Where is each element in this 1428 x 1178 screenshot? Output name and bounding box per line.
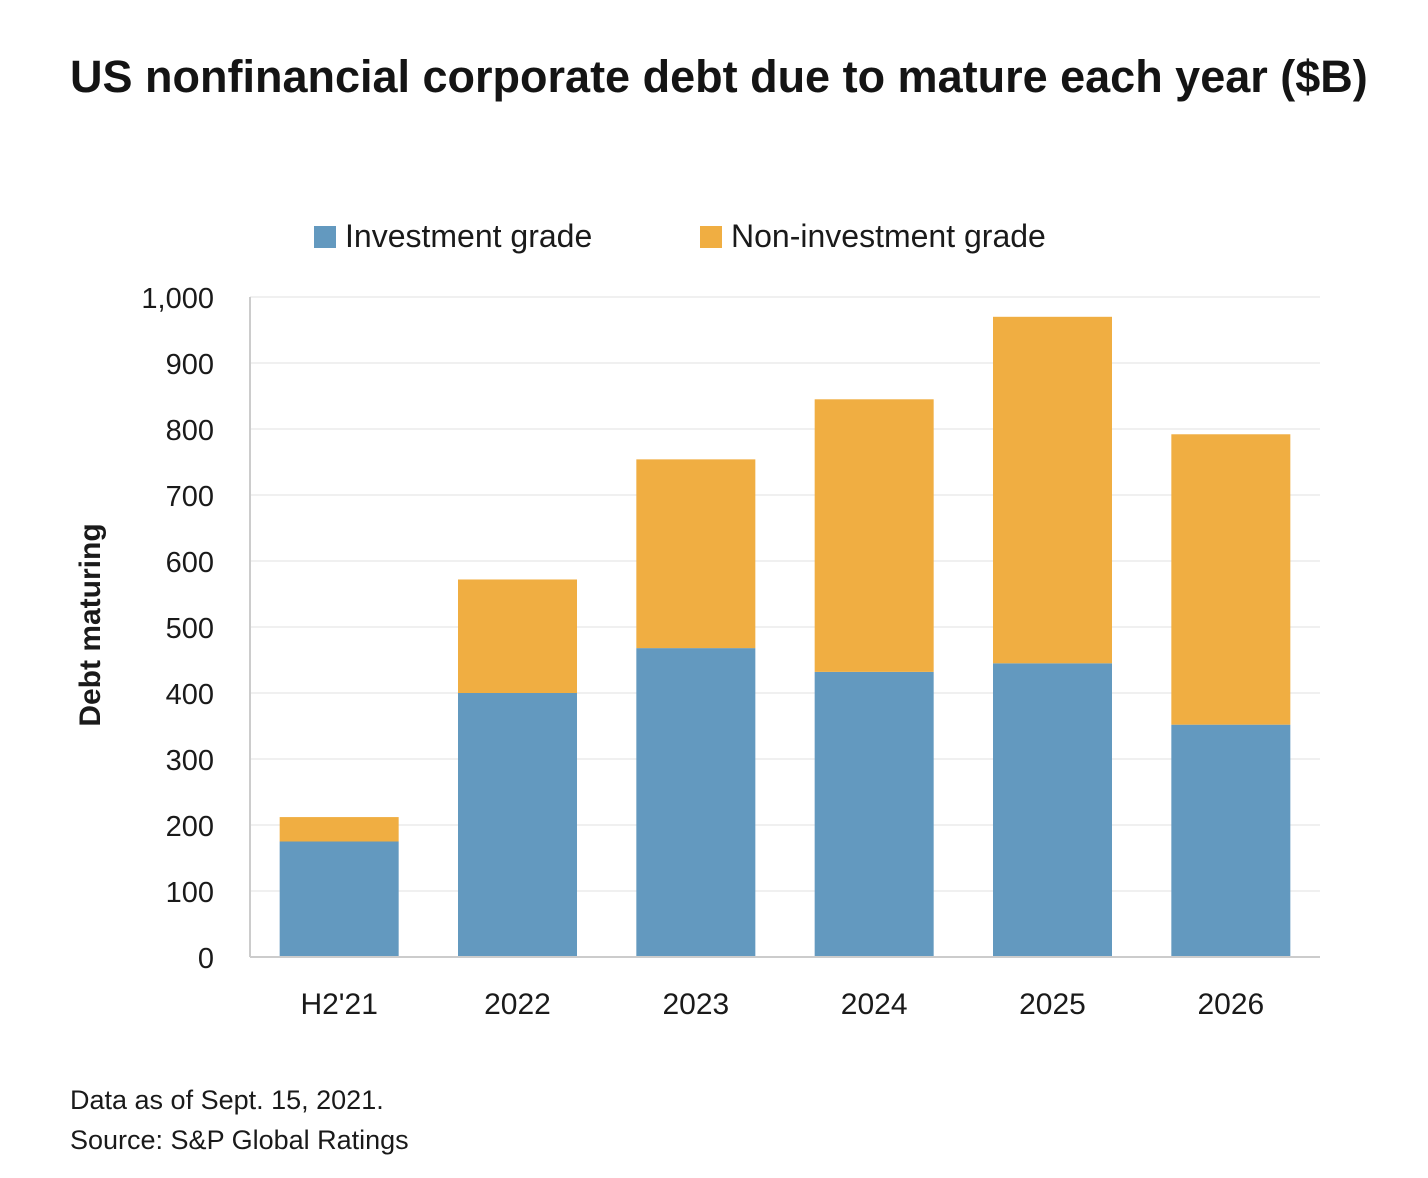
y-tick-label: 0 [198, 943, 214, 975]
x-tick-label: 2026 [1197, 988, 1264, 1021]
y-tick-label: 1,000 [141, 283, 214, 315]
y-tick-label: 400 [166, 679, 214, 711]
chart-title: US nonfinancial corporate debt due to ma… [70, 51, 1368, 102]
bar-non-investment-grade [279, 817, 399, 842]
y-tick-label: 700 [166, 481, 214, 513]
bar-investment-grade [993, 663, 1112, 957]
bar-investment-grade [636, 648, 756, 957]
y-tick-label: 900 [166, 349, 214, 381]
y-tick-label: 200 [166, 811, 214, 843]
bar-investment-grade [814, 671, 934, 957]
bar-non-investment-grade [458, 579, 577, 693]
legend-item-investment-grade: Investment grade [314, 218, 592, 255]
footnote-data-date: Data as of Sept. 15, 2021. [70, 1085, 384, 1115]
gridlines [250, 296, 1320, 892]
legend-label-investment-grade: Investment grade [345, 218, 593, 254]
chart-plot: 0 100 200 300 400 500 600 700 800 900 1,000 H2'21 2… [74, 283, 1320, 1021]
footnote-source: Source: S&P Global Ratings [70, 1125, 409, 1155]
y-tick-label: 300 [166, 745, 214, 777]
legend-item-non-investment-grade: Non-investment grade [700, 218, 1046, 255]
bar-non-investment-grade [636, 459, 756, 649]
bar-non-investment-grade [1171, 434, 1291, 725]
x-tick-label: H2'21 [300, 988, 377, 1021]
x-tick-label: 2023 [662, 988, 729, 1021]
bar-investment-grade [458, 693, 577, 957]
legend-label-non-investment-grade: Non-investment grade [731, 218, 1046, 254]
x-tick-label: 2025 [1019, 988, 1086, 1021]
bar-investment-grade [1171, 724, 1291, 957]
footnote: Data as of Sept. 15, 2021. Source: S&P G… [70, 1080, 409, 1160]
y-tick-labels: 0 100 200 300 400 500 600 700 800 900 1,000 [141, 283, 214, 975]
bars [279, 316, 1291, 957]
y-tick-label: 100 [166, 877, 214, 909]
chart-legend: Investment grade Non-investment grade [0, 218, 1428, 258]
bar-non-investment-grade [814, 399, 934, 672]
axes [249, 297, 1320, 958]
y-tick-label: 800 [166, 415, 214, 447]
y-tick-label: 500 [166, 613, 214, 645]
x-tick-label: 2022 [484, 988, 551, 1021]
x-tick-label: 2024 [841, 988, 908, 1021]
legend-swatch-non-investment-grade [700, 225, 722, 248]
bar-investment-grade [279, 841, 399, 957]
y-tick-label: 600 [166, 547, 214, 579]
bar-non-investment-grade [993, 316, 1112, 664]
legend-swatch-investment-grade [314, 225, 336, 248]
x-tick-labels: H2'21 2022 2023 2024 2025 2026 [300, 988, 1264, 1021]
y-axis-label: Debt maturing [74, 523, 107, 726]
